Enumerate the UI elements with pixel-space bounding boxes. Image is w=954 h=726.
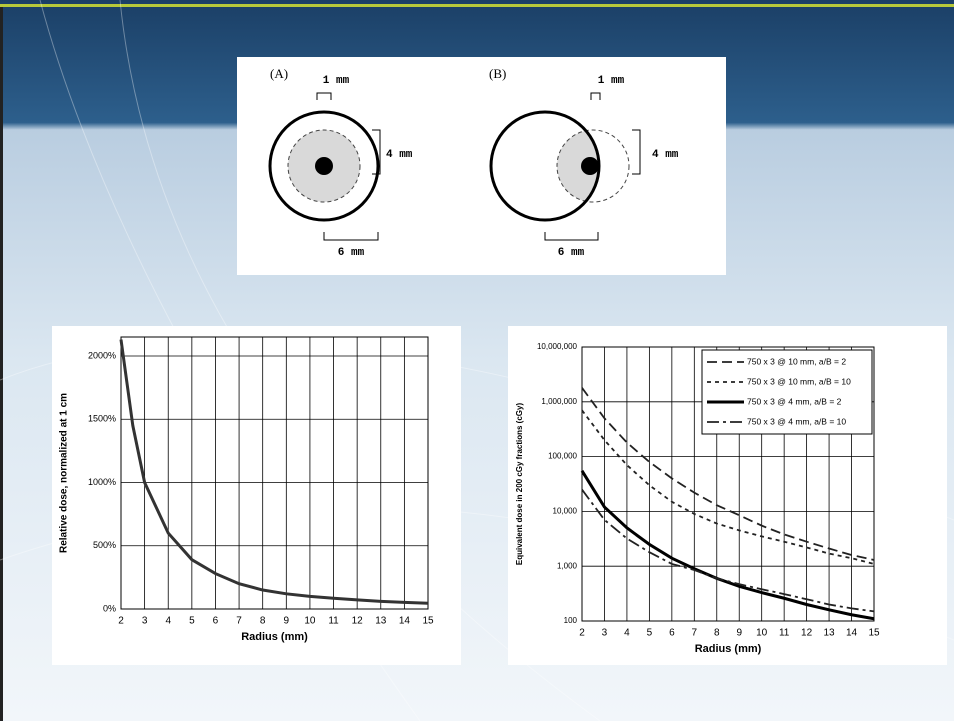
dim-label: 4 mm: [652, 149, 679, 161]
legend-label: 750 x 3 @ 4 mm, a/B = 2: [747, 396, 842, 406]
edge: [0, 7, 3, 721]
x-tick-label: 5: [647, 628, 653, 639]
x-tick-label: 11: [779, 628, 790, 639]
y-tick-label: 10,000: [553, 507, 578, 516]
y-tick-label: 10,000,000: [537, 342, 578, 351]
y-tick-label: 1500%: [88, 414, 116, 424]
x-tick-label: 4: [624, 628, 630, 639]
x-tick-label: 12: [352, 616, 364, 627]
chart-panel: [52, 326, 461, 665]
x-tick-label: 7: [692, 628, 698, 639]
panel-label: (A): [270, 66, 288, 81]
x-tick-label: 3: [142, 616, 148, 627]
y-axis-label: Relative dose, normalized at 1 cm: [59, 393, 70, 553]
x-tick-label: 13: [824, 628, 836, 639]
x-axis-label: Radius (mm): [695, 643, 762, 655]
slide: (A) 1 mm 4 mm 6 mm (B) 1 mm 4 mm 6 mm 2 3…: [0, 0, 954, 721]
x-tick-label: 7: [236, 616, 242, 627]
x-tick-label: 6: [669, 628, 675, 639]
x-tick-label: 9: [284, 616, 290, 627]
dim-label: 1 mm: [323, 75, 350, 87]
x-tick-label: 2: [118, 616, 124, 627]
x-tick-label: 9: [736, 628, 742, 639]
x-tick-label: 6: [213, 616, 219, 627]
dim-label: 6 mm: [338, 247, 365, 259]
x-axis-label: Radius (mm): [241, 631, 308, 643]
panel-label: (B): [489, 66, 506, 81]
y-tick-label: 1,000,000: [541, 397, 577, 406]
x-tick-label: 14: [399, 616, 411, 627]
y-tick-label: 0%: [103, 603, 116, 613]
dim-label: 1 mm: [598, 75, 625, 87]
x-tick-label: 13: [375, 616, 387, 627]
x-tick-label: 11: [328, 616, 339, 627]
x-tick-label: 8: [714, 628, 720, 639]
page: (A) 1 mm 4 mm 6 mm (B) 1 mm 4 mm 6 mm 2 3…: [0, 0, 954, 721]
x-tick-label: 12: [801, 628, 813, 639]
x-tick-label: 2: [579, 628, 585, 639]
y-tick-label: 1,000: [557, 561, 578, 570]
x-tick-label: 3: [602, 628, 608, 639]
y-tick-label: 500%: [93, 540, 116, 550]
x-tick-label: 15: [868, 628, 880, 639]
y-axis-label: Equivalent dose in 200 cGy fractions (cG…: [515, 403, 524, 566]
x-tick-label: 8: [260, 616, 266, 627]
y-tick-label: 2000%: [88, 350, 116, 360]
x-tick-label: 5: [189, 616, 195, 627]
x-tick-label: 4: [165, 616, 171, 627]
y-tick-label: 100,000: [548, 452, 577, 461]
legend-label: 750 x 3 @ 10 mm, a/B = 10: [747, 376, 851, 386]
legend-label: 750 x 3 @ 4 mm, a/B = 10: [747, 416, 846, 426]
x-tick-label: 15: [422, 616, 434, 627]
x-tick-label: 14: [846, 628, 858, 639]
x-tick-label: 10: [756, 628, 768, 639]
y-tick-label: 100: [564, 616, 578, 625]
accent-line: [0, 4, 954, 7]
dim-label: 4 mm: [386, 149, 413, 161]
legend-label: 750 x 3 @ 10 mm, a/B = 2: [747, 356, 846, 366]
dim-label: 6 mm: [558, 247, 585, 259]
x-tick-label: 10: [304, 616, 316, 627]
y-tick-label: 1000%: [88, 477, 116, 487]
